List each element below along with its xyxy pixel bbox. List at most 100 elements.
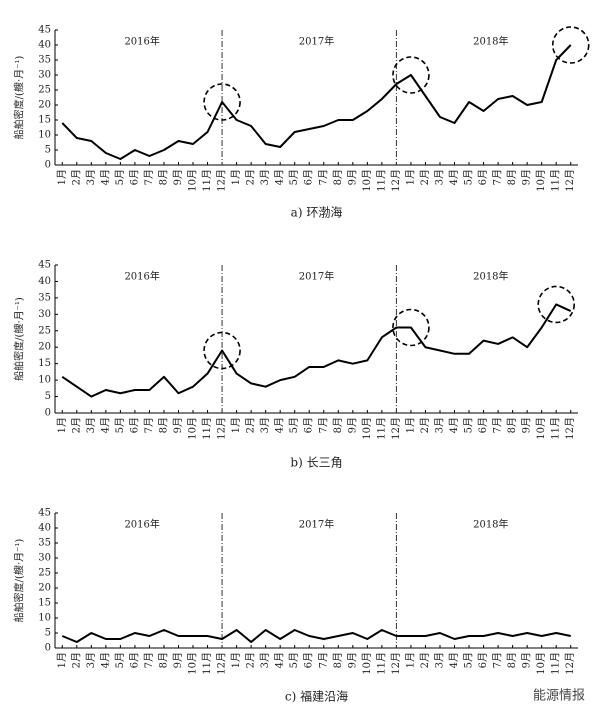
year-label: 2016年 <box>124 35 159 48</box>
x-tick-label: 7月 <box>317 652 329 668</box>
x-tick-label: 10月 <box>361 652 373 675</box>
x-tick-label: 9月 <box>346 169 358 185</box>
y-axis-label: 船舶密度/(艘·月⁻¹) <box>13 539 26 623</box>
caption: b) 长三角 <box>290 456 342 470</box>
x-tick-label: 5月 <box>463 169 475 185</box>
x-tick-label: 7月 <box>317 417 329 433</box>
x-tick-label: 4月 <box>448 417 460 433</box>
x-tick-label: 10月 <box>187 652 199 675</box>
y-tick-label: 0 <box>45 643 51 654</box>
year-label: 2018年 <box>473 518 508 531</box>
y-tick-label: 0 <box>45 160 51 171</box>
x-tick-label: 10月 <box>535 652 547 675</box>
x-tick-label: 4月 <box>99 652 111 668</box>
x-tick-label: 9月 <box>346 652 358 668</box>
x-tick-label: 7月 <box>143 417 155 433</box>
x-tick-label: 11月 <box>201 417 213 440</box>
x-tick-label: 5月 <box>288 169 300 185</box>
x-tick-label: 12月 <box>216 417 228 440</box>
x-tick-label: 3月 <box>259 417 271 433</box>
x-tick-label: 11月 <box>550 417 562 440</box>
data-line <box>61 44 572 160</box>
x-tick-label: 2月 <box>70 652 82 668</box>
x-tick-label: 5月 <box>463 652 475 668</box>
x-tick-label: 6月 <box>477 169 489 185</box>
x-tick-label: 7月 <box>143 652 155 668</box>
y-tick-label: 35 <box>38 55 51 66</box>
x-tick-label: 7月 <box>492 169 504 185</box>
y-tick-label: 30 <box>38 70 51 81</box>
x-tick-label: 2月 <box>419 652 431 668</box>
highlight-circle <box>392 308 430 347</box>
x-tick-label: 7月 <box>492 417 504 433</box>
x-tick-label: 2月 <box>245 652 257 668</box>
x-tick-label: 10月 <box>361 169 373 192</box>
caption: a) 环渤海 <box>291 205 343 220</box>
x-tick-label: 2月 <box>419 169 431 185</box>
x-tick-label: 3月 <box>259 652 271 668</box>
y-tick-label: 40 <box>38 276 51 287</box>
x-tick-label: 8月 <box>157 169 169 185</box>
x-tick-label: 6月 <box>303 417 315 433</box>
y-tick-label: 25 <box>38 325 51 336</box>
x-tick-label: 11月 <box>375 169 387 192</box>
year-label: 2016年 <box>124 518 159 531</box>
y-tick-label: 10 <box>38 613 51 624</box>
x-tick-label: 4月 <box>274 652 286 668</box>
x-tick-label: 8月 <box>332 652 344 668</box>
x-tick-label: 4月 <box>99 169 111 185</box>
y-tick-label: 10 <box>38 130 51 141</box>
x-tick-label: 5月 <box>114 652 126 668</box>
x-tick-label: 1月 <box>404 417 416 433</box>
x-tick-label: 4月 <box>274 169 286 185</box>
x-tick-label: 1月 <box>56 169 68 185</box>
x-tick-label: 12月 <box>216 652 228 675</box>
y-axis-label: 船舶密度/(艘·月⁻¹) <box>13 56 26 140</box>
y-tick-label: 40 <box>38 40 51 51</box>
y-tick-label: 20 <box>38 342 51 353</box>
x-tick-label: 5月 <box>463 417 475 433</box>
x-tick-label: 11月 <box>375 417 387 440</box>
y-tick-label: 30 <box>38 309 51 320</box>
x-tick-label: 10月 <box>535 169 547 192</box>
x-tick-label: 12月 <box>564 652 576 675</box>
x-tick-label: 10月 <box>361 417 373 440</box>
highlight-circle <box>392 56 430 94</box>
x-tick-label: 3月 <box>85 169 97 185</box>
x-tick-label: 3月 <box>433 652 445 668</box>
y-tick-label: 35 <box>38 538 51 549</box>
data-line <box>61 303 572 398</box>
x-tick-label: 12月 <box>390 169 402 192</box>
y-tick-label: 20 <box>38 583 51 594</box>
data-line <box>61 629 571 643</box>
year-label: 2018年 <box>473 270 508 283</box>
x-tick-label: 8月 <box>332 169 344 185</box>
year-label: 2017年 <box>299 35 334 48</box>
x-tick-label: 9月 <box>172 169 184 185</box>
x-tick-label: 4月 <box>448 652 460 668</box>
x-tick-label: 4月 <box>99 417 111 433</box>
x-tick-label: 1月 <box>230 169 242 185</box>
y-tick-label: 0 <box>45 408 51 419</box>
x-tick-label: 7月 <box>143 169 155 185</box>
x-tick-label: 2月 <box>245 417 257 433</box>
x-tick-label: 8月 <box>332 417 344 433</box>
x-tick-label: 8月 <box>506 169 518 185</box>
x-tick-label: 6月 <box>128 652 140 668</box>
x-tick-label: 7月 <box>492 652 504 668</box>
year-label: 2017年 <box>299 518 334 531</box>
year-label: 2018年 <box>473 35 508 48</box>
x-tick-label: 3月 <box>433 417 445 433</box>
caption: c) 福建沿海 <box>285 689 348 704</box>
x-tick-label: 2月 <box>70 417 82 433</box>
x-tick-label: 1月 <box>230 417 242 433</box>
y-tick-label: 45 <box>38 508 51 519</box>
highlight-circle <box>537 285 576 324</box>
y-tick-label: 15 <box>38 598 51 609</box>
x-tick-label: 12月 <box>390 652 402 675</box>
x-tick-label: 10月 <box>535 417 547 440</box>
watermark: 能源情报 <box>533 689 585 704</box>
y-tick-label: 15 <box>38 358 51 369</box>
x-tick-label: 7月 <box>317 169 329 185</box>
x-tick-label: 2月 <box>419 417 431 433</box>
